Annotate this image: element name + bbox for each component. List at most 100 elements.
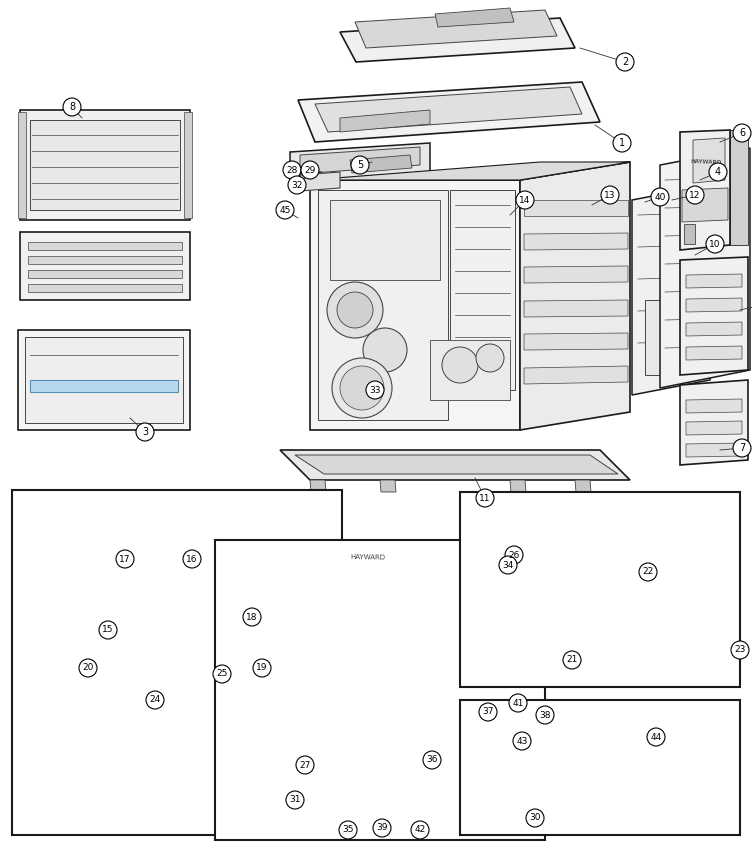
Circle shape bbox=[536, 706, 554, 724]
Text: 39: 39 bbox=[376, 824, 388, 832]
Text: 33: 33 bbox=[369, 386, 381, 394]
Text: 20: 20 bbox=[82, 664, 94, 672]
Circle shape bbox=[329, 639, 341, 651]
Circle shape bbox=[43, 558, 67, 582]
Text: 10: 10 bbox=[709, 240, 720, 248]
Polygon shape bbox=[730, 130, 748, 245]
Polygon shape bbox=[310, 162, 630, 180]
Circle shape bbox=[99, 621, 117, 639]
Polygon shape bbox=[20, 232, 190, 300]
Polygon shape bbox=[680, 130, 730, 250]
Polygon shape bbox=[686, 399, 742, 413]
Text: 1: 1 bbox=[619, 138, 625, 148]
Text: 41: 41 bbox=[512, 699, 523, 707]
Circle shape bbox=[337, 292, 373, 328]
Text: 6: 6 bbox=[739, 128, 745, 138]
Text: 27: 27 bbox=[299, 761, 311, 769]
Polygon shape bbox=[364, 558, 414, 636]
Text: 3: 3 bbox=[142, 427, 148, 437]
Polygon shape bbox=[290, 755, 350, 815]
Polygon shape bbox=[295, 455, 618, 474]
Polygon shape bbox=[28, 270, 182, 278]
Polygon shape bbox=[340, 18, 575, 62]
Circle shape bbox=[442, 347, 478, 383]
Bar bbox=[649, 515, 671, 529]
Circle shape bbox=[243, 608, 261, 626]
Circle shape bbox=[479, 703, 497, 721]
Polygon shape bbox=[340, 110, 430, 132]
Bar bbox=[488, 520, 548, 565]
Circle shape bbox=[686, 186, 704, 204]
Text: 8: 8 bbox=[69, 102, 75, 112]
Text: 15: 15 bbox=[102, 626, 114, 634]
Circle shape bbox=[409, 639, 421, 651]
Polygon shape bbox=[524, 300, 628, 317]
Polygon shape bbox=[475, 500, 600, 585]
Circle shape bbox=[499, 556, 517, 574]
Circle shape bbox=[291, 656, 299, 664]
Polygon shape bbox=[682, 188, 728, 222]
Circle shape bbox=[449, 639, 461, 651]
Circle shape bbox=[639, 563, 657, 581]
Bar bbox=[460, 700, 740, 835]
Circle shape bbox=[647, 728, 665, 746]
Text: 37: 37 bbox=[482, 707, 494, 717]
Circle shape bbox=[304, 771, 332, 799]
Polygon shape bbox=[52, 510, 290, 620]
Polygon shape bbox=[570, 498, 730, 604]
Text: 24: 24 bbox=[150, 695, 161, 705]
Polygon shape bbox=[28, 242, 182, 250]
Circle shape bbox=[283, 161, 301, 179]
Circle shape bbox=[146, 691, 164, 709]
Bar bbox=[645, 300, 700, 375]
Text: 45: 45 bbox=[279, 206, 291, 214]
Bar bbox=[178, 588, 213, 610]
Text: 4: 4 bbox=[715, 167, 721, 177]
Circle shape bbox=[213, 665, 231, 683]
Circle shape bbox=[564, 596, 628, 660]
Circle shape bbox=[351, 156, 369, 174]
Polygon shape bbox=[300, 172, 340, 191]
Polygon shape bbox=[680, 257, 748, 375]
Circle shape bbox=[288, 176, 306, 194]
Bar bbox=[478, 510, 558, 575]
Circle shape bbox=[331, 656, 339, 664]
Circle shape bbox=[522, 750, 558, 786]
Circle shape bbox=[709, 163, 727, 181]
Circle shape bbox=[733, 124, 751, 142]
Circle shape bbox=[706, 235, 724, 253]
Text: 21: 21 bbox=[566, 655, 578, 665]
Circle shape bbox=[411, 821, 429, 839]
Circle shape bbox=[371, 656, 379, 664]
Circle shape bbox=[614, 754, 642, 782]
Polygon shape bbox=[20, 110, 190, 220]
Circle shape bbox=[37, 552, 73, 588]
Circle shape bbox=[327, 282, 383, 338]
Circle shape bbox=[733, 439, 751, 457]
Circle shape bbox=[513, 732, 531, 750]
Text: 31: 31 bbox=[290, 796, 301, 804]
Circle shape bbox=[373, 819, 391, 837]
Polygon shape bbox=[28, 256, 182, 264]
Circle shape bbox=[360, 755, 400, 795]
Text: 25: 25 bbox=[217, 670, 228, 678]
Text: 42: 42 bbox=[414, 825, 426, 835]
Text: 26: 26 bbox=[508, 551, 520, 559]
Polygon shape bbox=[65, 540, 280, 615]
Polygon shape bbox=[310, 162, 630, 180]
Polygon shape bbox=[505, 530, 530, 552]
Bar bbox=[648, 616, 723, 666]
Text: 5: 5 bbox=[357, 160, 363, 170]
Polygon shape bbox=[235, 548, 500, 650]
Text: 29: 29 bbox=[305, 166, 316, 174]
Circle shape bbox=[286, 791, 304, 809]
Circle shape bbox=[253, 659, 271, 677]
Polygon shape bbox=[693, 138, 725, 183]
Text: 14: 14 bbox=[520, 196, 531, 205]
Text: 2: 2 bbox=[622, 57, 628, 67]
Text: 7: 7 bbox=[739, 443, 745, 453]
Polygon shape bbox=[435, 8, 514, 27]
Polygon shape bbox=[52, 495, 310, 510]
Polygon shape bbox=[306, 558, 356, 636]
Bar bbox=[330, 200, 440, 280]
